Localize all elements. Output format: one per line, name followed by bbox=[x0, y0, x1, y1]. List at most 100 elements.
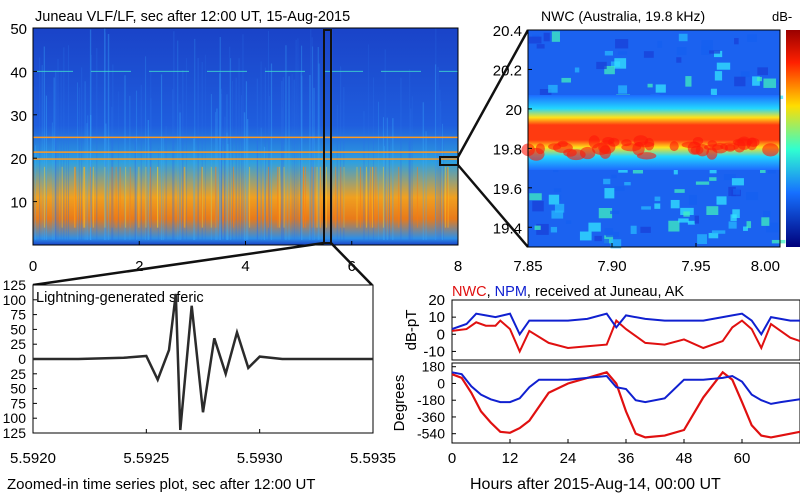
x-tick-label: 7.95 bbox=[681, 258, 710, 275]
heatmap-cell bbox=[743, 226, 748, 231]
heatmap-cell bbox=[761, 217, 770, 226]
heatmap-cell bbox=[579, 146, 596, 160]
title-comma: , bbox=[487, 284, 491, 300]
heatmap-cell bbox=[762, 143, 779, 157]
heatmap-cell bbox=[676, 57, 682, 63]
y-tick-label: 20 bbox=[10, 151, 27, 168]
y-tick-label: 19.6 bbox=[493, 181, 522, 198]
heatmap-cell bbox=[604, 65, 615, 75]
y-tick-label: 25 bbox=[10, 366, 26, 382]
heatmap-cell bbox=[579, 231, 592, 241]
title-npm: NPM bbox=[495, 284, 527, 300]
heatmap-cell bbox=[701, 45, 711, 55]
heatmap-cell bbox=[610, 210, 620, 215]
phase-x-label: Hours after 2015-Aug-14, 00:00 UT bbox=[470, 476, 721, 493]
spectrogram-streaks bbox=[33, 28, 458, 240]
nwc-band bbox=[528, 95, 780, 170]
spectrogram-panel: Juneau VLF/LF, sec after 12:00 UT, 15-Au… bbox=[10, 9, 462, 275]
heatmap-cell bbox=[710, 88, 717, 96]
heatmap-cell bbox=[598, 208, 613, 219]
y-tick-label: 20.2 bbox=[493, 62, 522, 79]
heatmap-cell bbox=[654, 196, 661, 202]
heatmap-cell bbox=[657, 40, 663, 48]
phase-y-label: Degrees bbox=[391, 375, 408, 432]
heatmap-cell bbox=[551, 31, 560, 42]
x-tick-label: 6 bbox=[348, 258, 356, 275]
x-tick-label: 8.00 bbox=[751, 258, 780, 275]
heatmap-cell bbox=[636, 152, 657, 160]
heatmap-cell bbox=[685, 76, 692, 87]
heatmap-cell bbox=[678, 218, 689, 223]
heatmap-cell bbox=[624, 182, 631, 186]
nwc-heatmap-frame bbox=[527, 29, 781, 248]
x-tick-label: 2 bbox=[135, 258, 143, 275]
heatmap-cell bbox=[640, 226, 651, 233]
heatmap-cell bbox=[615, 39, 629, 49]
sferic-x-label: Zoomed-in time series plot, sec after 12… bbox=[7, 476, 315, 493]
heatmap-cell bbox=[732, 209, 740, 219]
heatmap-cell bbox=[551, 210, 564, 219]
heatmap-cell bbox=[548, 84, 558, 93]
y-tick-label: -360 bbox=[417, 409, 445, 425]
heatmap-cell bbox=[713, 50, 723, 58]
x-tick-label: 5.5920 bbox=[10, 450, 56, 467]
title-nwc: NWC bbox=[452, 284, 487, 300]
heatmap-cell bbox=[528, 36, 542, 44]
heatmap-cell bbox=[605, 231, 620, 238]
x-tick-label: 5.5935 bbox=[350, 450, 396, 467]
heatmap-cell bbox=[528, 147, 545, 161]
y-tick-label: 50 bbox=[10, 381, 26, 397]
heatmap-cell bbox=[574, 67, 580, 73]
heatmap-cell bbox=[614, 58, 627, 69]
nwc-heatmap-title: NWC (Australia, 19.8 kHz) bbox=[541, 8, 705, 24]
spectrogram-x-ticks: 0 2 4 6 8 bbox=[29, 241, 462, 275]
heatmap-cell bbox=[604, 188, 615, 199]
y-tick-label: 30 bbox=[10, 108, 27, 125]
y-tick-label: 0 bbox=[437, 326, 445, 343]
x-tick-label: 4 bbox=[241, 258, 249, 275]
heatmap-cell bbox=[674, 189, 685, 193]
y-tick-label: 19.4 bbox=[493, 220, 522, 237]
y-tick-label: 75 bbox=[10, 395, 26, 411]
y-tick-label: 20 bbox=[428, 292, 445, 309]
y-tick-label: 125 bbox=[3, 277, 27, 293]
heatmap-cell bbox=[617, 51, 628, 55]
phase-series-npm bbox=[451, 371, 800, 405]
frequency-zoom-window bbox=[439, 156, 459, 166]
phase-series-nwc bbox=[451, 370, 800, 439]
amplitude-series-npm bbox=[451, 312, 800, 337]
heatmap-cell bbox=[714, 71, 723, 81]
y-tick-label: -10 bbox=[423, 343, 445, 360]
heatmap-cell bbox=[734, 76, 746, 87]
colorbar-label: dB- bbox=[772, 9, 792, 24]
heatmap-cell bbox=[771, 239, 786, 244]
heatmap-cell bbox=[695, 181, 710, 185]
heatmap-cell bbox=[716, 196, 727, 205]
nwc-band-texture bbox=[521, 135, 779, 161]
heatmap-cell bbox=[633, 135, 649, 146]
heatmap-cell bbox=[759, 167, 766, 173]
heatmap-cell bbox=[728, 221, 737, 229]
heatmap-cell bbox=[553, 188, 562, 193]
y-tick-label: 10 bbox=[428, 309, 445, 326]
sferic-x-ticks: 5.5920 5.5925 5.5930 5.5935 bbox=[10, 429, 396, 467]
heatmap-cell bbox=[763, 210, 771, 220]
colorbar bbox=[786, 30, 800, 247]
heatmap-cell bbox=[669, 141, 679, 152]
connector-line bbox=[457, 164, 529, 248]
heatmap-cell bbox=[565, 220, 572, 224]
heatmap-cell bbox=[694, 215, 700, 224]
heatmap-cell bbox=[701, 40, 713, 51]
heatmap-cell bbox=[709, 177, 717, 181]
heatmap-cell bbox=[647, 83, 653, 88]
x-tick-label: 0 bbox=[448, 450, 456, 467]
heatmap-cell bbox=[746, 192, 759, 201]
nwc-y-ticks: 19.4 19.6 19.8 20 20.2 20.4 bbox=[493, 23, 532, 237]
heatmap-cell bbox=[611, 174, 617, 179]
heatmap-cell bbox=[724, 144, 736, 152]
heatmap-cell bbox=[548, 143, 562, 150]
connector-line bbox=[330, 242, 373, 286]
heatmap-cell bbox=[711, 230, 726, 234]
